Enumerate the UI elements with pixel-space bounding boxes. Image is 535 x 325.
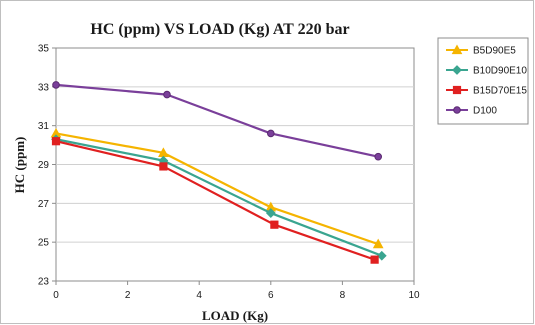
- legend-entries: B5D90E5 B10D90E10 B15D70E15 D100: [446, 44, 527, 117]
- data-point-b10d90e10: [376, 250, 387, 261]
- x-tick-label: 6: [268, 290, 274, 301]
- legend-label: B10D90E10: [473, 66, 527, 77]
- chart-title: HC (ppm) VS LOAD (Kg) AT 220 bar: [90, 21, 349, 38]
- x-tick-label: 2: [125, 290, 131, 301]
- data-point-b5d90e5: [372, 238, 384, 249]
- x-tick-label: 0: [53, 290, 59, 301]
- legend-marker: [453, 106, 461, 114]
- legend-marker: [452, 65, 462, 75]
- series-layer: [50, 81, 387, 264]
- legend-marker: [451, 44, 463, 55]
- y-tick-label: 23: [38, 277, 50, 288]
- y-tick-label: 31: [38, 121, 50, 132]
- data-point-d100: [267, 129, 275, 138]
- legend-entry-b10d90e10: B10D90E10: [446, 65, 527, 77]
- series-line-d100: [55, 83, 379, 158]
- y-tick-label: 27: [38, 199, 50, 210]
- series-b5d90e5: [50, 127, 384, 249]
- series-line-b5d90e5: [55, 132, 379, 246]
- x-tick-label: 8: [340, 290, 346, 301]
- y-tick-label: 29: [38, 160, 50, 171]
- data-point-b10d90e10: [265, 208, 276, 218]
- data-point-b15d70e15: [370, 255, 379, 264]
- series-d100: [52, 81, 383, 161]
- y-tick-label: 33: [38, 82, 50, 93]
- legend-entry-d100: D100: [446, 106, 497, 117]
- series-line-b10d90e10: [55, 138, 383, 257]
- data-point-d100: [163, 90, 171, 99]
- x-tick-label: 10: [408, 290, 420, 301]
- legend-marker: [452, 85, 462, 95]
- legend-label: D100: [473, 106, 497, 117]
- y-tick-label: 35: [38, 44, 50, 55]
- legend-label: B15D70E15: [473, 86, 527, 97]
- legend-entry-b15d70e15: B15D70E15: [446, 86, 527, 97]
- x-axis-label: LOAD (Kg): [202, 308, 268, 323]
- legend-entry-b5d90e5: B5D90E5: [446, 44, 516, 57]
- y-tick-label: 25: [38, 238, 50, 249]
- y-axis-label: HC (ppm): [12, 137, 27, 194]
- series-line-b15d70e15: [55, 140, 375, 261]
- data-point-b15d70e15: [270, 220, 279, 229]
- data-point-b15d70e15: [51, 137, 61, 146]
- x-axis-ticks: 0 2 4 6 8 10: [53, 281, 420, 301]
- data-point-d100: [374, 152, 383, 161]
- series-b15d70e15: [51, 137, 379, 264]
- data-point-b15d70e15: [159, 162, 168, 171]
- y-axis-ticks: 23 25 27 29 31 33 35: [38, 44, 56, 288]
- data-point-d100: [52, 81, 60, 89]
- x-tick-label: 4: [196, 290, 202, 301]
- legend-label: B5D90E5: [473, 46, 516, 57]
